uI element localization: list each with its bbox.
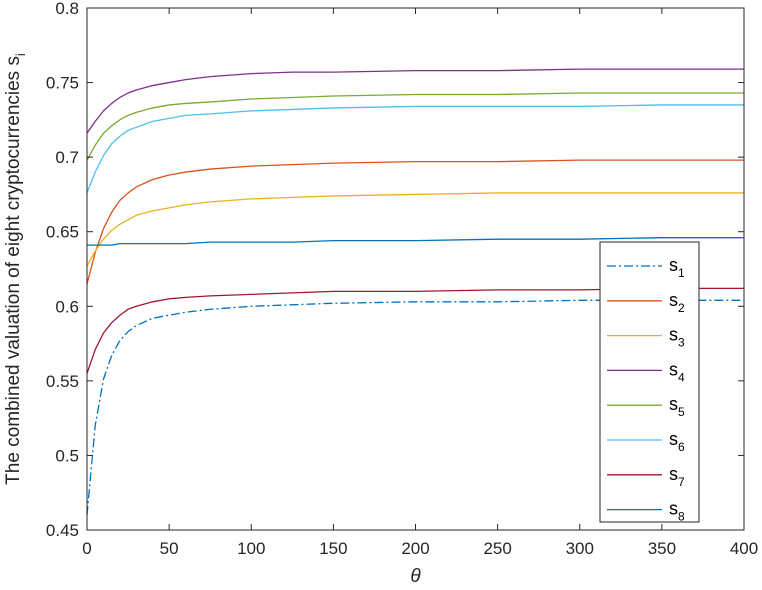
series-line-s8 [87, 237, 744, 246]
legend: s1 s2 s3 s4 s5 s6 s7 s8 [599, 241, 700, 524]
series-line-s3 [86, 192, 744, 267]
x-tick-label: 0 [82, 539, 91, 558]
series-line-s1 [86, 299, 744, 516]
y-tick-label: 0.7 [55, 148, 79, 167]
legend-label-s5: s5 [669, 394, 685, 419]
series-line-s4 [86, 68, 744, 134]
y-tick-label: 0.6 [55, 297, 79, 316]
x-axis-label: θ [410, 566, 421, 587]
legend-label-s7: s7 [669, 464, 685, 489]
y-tick-label: 0.5 [55, 446, 79, 465]
x-tick-label: 300 [566, 539, 594, 558]
series-line-s6 [86, 104, 744, 194]
series-line-s7 [86, 287, 744, 374]
x-tick-label: 250 [483, 539, 511, 558]
series-line-s5 [86, 92, 744, 161]
series-layer [86, 68, 744, 516]
x-tick-label: 200 [401, 539, 429, 558]
x-tick-label: 150 [319, 539, 347, 558]
x-tick-label: 50 [160, 539, 179, 558]
y-tick-label: 0.55 [46, 372, 79, 391]
legend-label-s1: s1 [669, 255, 685, 280]
x-tick-label: 350 [648, 539, 676, 558]
y-tick-label: 0.45 [46, 521, 79, 540]
legend-label-s2: s2 [669, 290, 685, 315]
y-tick-label: 0.75 [46, 74, 79, 93]
legend-label-s4: s4 [669, 359, 685, 384]
legend-label-s6: s6 [669, 429, 685, 454]
y-axis-label: The combined valuation of eight cryptocu… [3, 53, 28, 485]
x-tick-label: 400 [730, 539, 758, 558]
y-tick-label: 0.8 [55, 0, 79, 18]
legend-label-s8: s8 [669, 499, 685, 524]
x-tick-label: 100 [237, 539, 265, 558]
y-tick-label: 0.65 [46, 223, 79, 242]
series-line-s2 [86, 159, 744, 285]
legend-label-s3: s3 [669, 325, 685, 350]
ticks-layer: 0 50 100 150 200 250 300 350 400 0.45 0.5 0.55 0.6 0.… [46, 0, 758, 558]
